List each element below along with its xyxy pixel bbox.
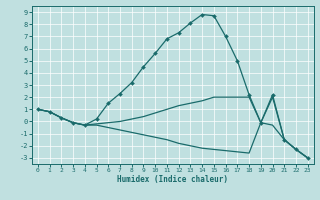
X-axis label: Humidex (Indice chaleur): Humidex (Indice chaleur) [117,175,228,184]
